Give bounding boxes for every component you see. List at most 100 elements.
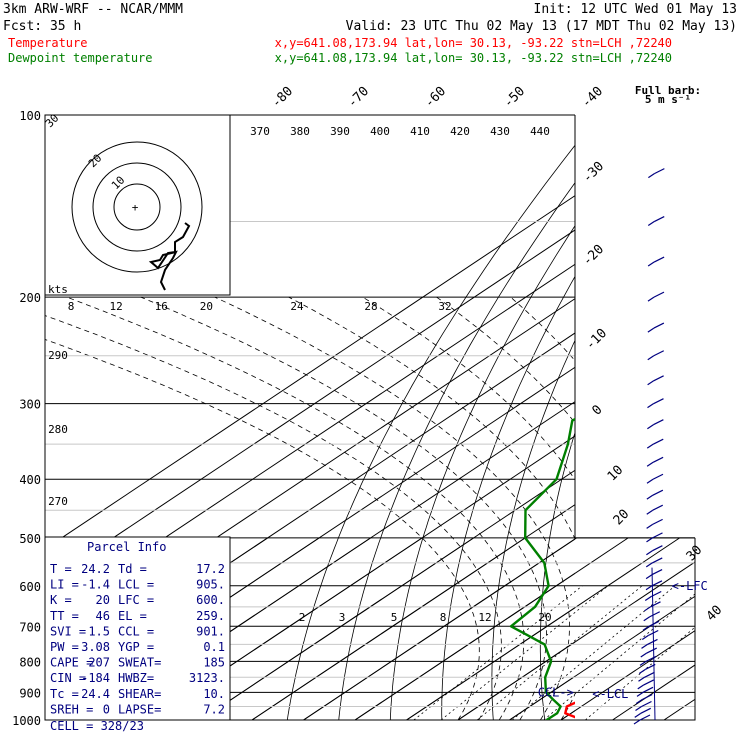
parcel-value: 185 <box>203 656 225 670</box>
wind-barb <box>641 693 653 701</box>
isotherm <box>457 561 695 720</box>
wind-barb <box>646 647 658 654</box>
sounding-point <box>534 606 536 608</box>
isotherm <box>45 195 575 550</box>
theta-label: 410 <box>410 125 430 138</box>
wind-barb-feather <box>646 478 654 484</box>
pressure-tick-label: 800 <box>19 655 41 669</box>
isotherm <box>716 538 740 720</box>
isotherm-label: 10 <box>605 463 627 485</box>
sounding-point <box>550 660 552 663</box>
wind-barb <box>653 215 665 223</box>
sounding-point <box>722 478 724 480</box>
parcel-value: 20 <box>96 593 110 607</box>
wind-barb <box>653 398 664 405</box>
isotherm <box>148 435 575 720</box>
wind-barb-feather <box>633 719 641 725</box>
parcel-cell: CELL = 328/23 <box>50 719 144 733</box>
parcel-label: CIN = <box>50 671 86 685</box>
theta-label: 420 <box>450 125 470 138</box>
mixing-ratio-label: 12 <box>478 611 491 624</box>
parcel-value: 259. <box>196 609 225 623</box>
parcel-value: 0 <box>103 702 110 716</box>
parcel-value: 46 <box>96 609 110 623</box>
parcel-value: 207 <box>88 656 110 670</box>
sounding-point <box>545 691 547 694</box>
isotherm-label: 0 <box>589 402 605 418</box>
isotherm-label: 30 <box>684 543 706 565</box>
dewpoint-legend: Dewpoint temperature <box>8 51 153 65</box>
wind-barb <box>640 707 652 714</box>
wind-barb <box>650 601 661 608</box>
isotherm <box>664 115 740 720</box>
wind-barb-feather <box>638 676 645 682</box>
dry-adiabat <box>539 431 575 720</box>
temperature-station-info: x,y=641.08,173.94 lat,lon= 30.13, -93.22… <box>275 36 672 50</box>
dry-adiabat-label: 280 <box>48 423 68 436</box>
mixing-ratio-line <box>413 585 583 720</box>
marker-lcl: <-LCL <box>592 687 628 701</box>
wind-barb-feather <box>638 668 646 674</box>
parcel-value: 3.08 <box>81 640 110 654</box>
mixing-ratio-label: 20 <box>538 611 551 624</box>
wind-barb-feather <box>646 494 654 500</box>
wind-barb-feather <box>647 380 654 386</box>
hodograph-unit: kts <box>48 283 68 296</box>
isotherm <box>509 675 575 720</box>
parcel-info-panel: Parcel Info T = 24.2 Td = 17.2 LI = -1.4 LCL =… <box>44 536 231 733</box>
isotherm <box>716 115 740 720</box>
wind-barb <box>641 700 652 708</box>
wind-barb-feather <box>647 296 655 302</box>
wind-barb <box>644 671 655 678</box>
isotherm-label: 40 <box>704 603 726 625</box>
parcel-label: LAPSE= <box>118 702 161 716</box>
wind-barb-feather <box>639 660 647 666</box>
pressure-tick-label: 500 <box>19 532 41 546</box>
wind-barb-feather <box>634 712 642 718</box>
moist-adiabat <box>45 315 502 720</box>
parcel-value: 1.5 <box>88 624 110 638</box>
wind-barb-feather <box>641 635 649 641</box>
pressure-tick-label: 100 <box>19 109 41 123</box>
dry-adiabat <box>338 182 575 720</box>
theta-label: 380 <box>290 125 310 138</box>
dry-adiabat <box>286 144 575 720</box>
wind-barb <box>652 438 664 445</box>
wind-barb-feather <box>647 355 655 361</box>
wind-barb <box>652 504 664 511</box>
parcel-info-title: Parcel Info <box>87 540 166 554</box>
parcel-info-frame <box>44 536 231 721</box>
isotherm <box>200 537 474 720</box>
mixing-ratio-label: 5 <box>391 611 398 624</box>
parcel-label: CAPE = <box>50 656 93 670</box>
wind-barb <box>653 375 664 382</box>
isotherm-label: -60 <box>422 84 449 111</box>
dewpoint-station-info: x,y=641.08,173.94 lat,lon= 30.13, -93.22… <box>275 51 672 65</box>
dry-adiabat-label: 290 <box>48 349 68 362</box>
parcel-value: 24.2 <box>81 562 110 576</box>
wind-barb-feather <box>645 562 653 568</box>
wind-barb <box>653 419 664 426</box>
barb-legend-title: Full barb: <box>635 84 701 97</box>
speed-tick-label: 8 <box>68 300 75 313</box>
wind-barb-feather <box>635 699 643 705</box>
moist-adiabat <box>140 296 547 720</box>
mixing-ratio-label: 8 <box>440 611 447 624</box>
parcel-label: LCL = <box>118 578 154 592</box>
theta-label: 400 <box>370 125 390 138</box>
speed-tick-label: 20 <box>200 300 213 313</box>
isotherm-label: -40 <box>579 84 606 111</box>
isotherm <box>354 537 629 720</box>
isotherm <box>303 538 575 720</box>
parcel-value: -184 <box>81 671 110 685</box>
wind-barb-feather <box>646 550 653 556</box>
pressure-tick-label: 300 <box>19 398 41 412</box>
parcel-label: LI = <box>50 578 79 592</box>
parcel-label: K = <box>50 593 72 607</box>
parcel-value: 600. <box>196 593 225 607</box>
wind-barb <box>653 256 665 263</box>
sounding-point <box>555 478 558 481</box>
parcel-value: 3123. <box>189 671 225 685</box>
